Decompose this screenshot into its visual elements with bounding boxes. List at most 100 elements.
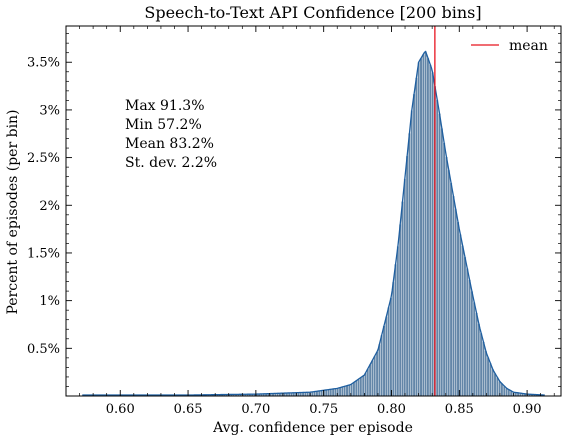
legend-label-mean: mean <box>509 38 548 54</box>
histogram-bar <box>472 301 476 397</box>
histogram-bar <box>403 178 407 397</box>
histogram-bar <box>463 256 467 397</box>
histogram-bar <box>493 373 497 397</box>
x-tick-label: 0.90 <box>513 402 542 417</box>
histogram-bar <box>378 344 381 397</box>
y-tick-label: 0.5% <box>27 342 60 357</box>
histogram-bar <box>405 155 409 397</box>
stat-stdev: St. dev. 2.2% <box>125 155 217 171</box>
histogram-bar <box>368 364 372 397</box>
stats-annotation: Max 91.3% Min 57.2% Mean 83.2% St. dev. … <box>125 98 217 171</box>
histogram-bar <box>371 360 374 397</box>
stat-max: Max 91.3% <box>125 98 205 114</box>
histogram-bar <box>389 297 393 397</box>
histogram-bar <box>468 279 471 397</box>
histogram-bar <box>354 380 358 397</box>
histogram-bar <box>380 334 384 397</box>
histogram-bar <box>447 169 451 397</box>
x-tick-label: 0.85 <box>445 402 474 417</box>
histogram-bar <box>412 93 416 397</box>
histogram-bar <box>461 245 464 397</box>
stat-mean: Mean 83.2% <box>125 136 214 152</box>
x-tick-label: 0.65 <box>174 402 203 417</box>
legend: mean <box>471 38 548 54</box>
histogram-bar <box>361 375 365 397</box>
histogram-bar <box>495 377 499 397</box>
histogram-bar <box>440 128 444 397</box>
histogram-bar <box>456 221 460 397</box>
histogram-bar <box>341 386 344 397</box>
histogram-bar <box>435 99 439 397</box>
histogram-bar <box>465 268 469 397</box>
histogram-bar <box>477 323 481 397</box>
histogram-bar <box>417 61 421 397</box>
histogram-bar <box>331 388 335 397</box>
histogram-bar <box>398 224 402 397</box>
histogram-bar <box>419 57 423 397</box>
histogram-bar <box>327 389 330 397</box>
histogram-bar <box>343 386 347 397</box>
histogram-bar <box>426 57 430 397</box>
histogram-bar <box>491 368 495 397</box>
x-tick-label: 0.80 <box>377 402 406 417</box>
histogram-bar <box>391 281 395 397</box>
y-tick-label: 1% <box>39 294 60 309</box>
histogram-bar <box>394 263 397 397</box>
x-axis-label: Avg. confidence per episode <box>212 420 413 436</box>
y-tick-label: 3.5% <box>27 56 60 71</box>
histogram-bar <box>373 355 377 397</box>
histogram-bar <box>387 307 390 397</box>
histogram-bar <box>470 290 474 397</box>
histogram-bar <box>452 195 455 397</box>
histogram-bar <box>458 234 462 397</box>
plot-frame <box>65 25 562 397</box>
x-tick-label: 0.70 <box>241 402 270 417</box>
histogram-bar <box>415 77 418 397</box>
histogram-bar <box>324 389 328 397</box>
histogram-bar <box>359 377 363 397</box>
histogram-bar <box>329 389 333 397</box>
histogram-bar <box>479 332 483 397</box>
stat-min: Min 57.2% <box>125 117 202 133</box>
y-tick-label: 2.5% <box>27 151 60 166</box>
histogram-bar <box>500 383 504 397</box>
histogram-bar <box>424 51 427 397</box>
histogram-bar <box>431 72 434 397</box>
histogram-bar <box>348 384 351 397</box>
histogram-bar <box>475 312 478 397</box>
histogram-bar <box>428 64 432 397</box>
x-tick-label: 0.60 <box>106 402 135 417</box>
histogram-bar <box>320 390 323 397</box>
histogram-bar <box>486 357 490 397</box>
histogram-bar <box>408 133 411 397</box>
histogram-bar <box>396 246 400 397</box>
histogram-bar <box>454 208 458 397</box>
y-tick-label: 1.5% <box>27 246 60 261</box>
histogram-bar <box>484 350 488 397</box>
y-axis-label: Percent of episodes (per bin) <box>5 109 21 314</box>
histogram-bar <box>375 351 379 397</box>
histogram-bar <box>489 362 492 397</box>
y-tick-label: 3% <box>39 103 60 118</box>
histogram-bar <box>352 382 356 397</box>
histogram-bar <box>366 368 370 397</box>
x-axis-ticks: 0.60 0.65 0.70 0.75 0.80 0.85 0.90 <box>79 26 555 417</box>
histogram-bar <box>410 110 414 397</box>
histogram-bar <box>422 54 425 397</box>
histogram-bar <box>385 316 388 397</box>
y-tick-label: 2% <box>39 199 60 214</box>
histogram-bar <box>438 113 441 397</box>
histogram-bar <box>334 388 337 397</box>
x-tick-label: 0.75 <box>309 402 338 417</box>
chart-title: Speech-to-Text API Confidence [200 bins] <box>144 3 481 22</box>
histogram-bar <box>338 387 342 397</box>
density-curve <box>82 50 545 396</box>
y-axis-ticks: 0.5% 1% 1.5% 2% 2.5% 3% 3.5% <box>27 33 561 387</box>
histogram-bar <box>442 142 446 397</box>
histogram-bar <box>449 182 453 397</box>
histogram-bar <box>445 156 448 397</box>
histogram-bar <box>401 201 404 397</box>
plot-area <box>82 26 545 397</box>
histogram-bar <box>345 385 349 397</box>
